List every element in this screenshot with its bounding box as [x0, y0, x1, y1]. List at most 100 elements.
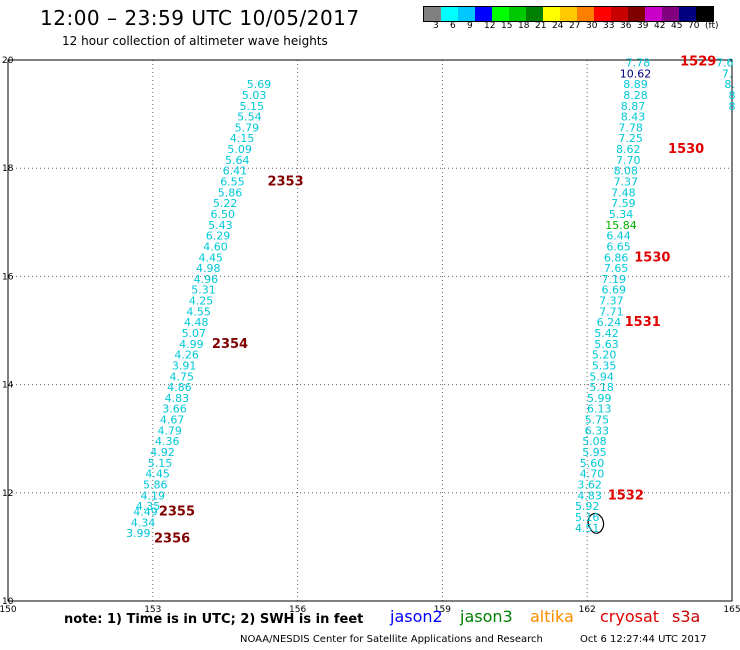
- wave-height-value: 4.67: [160, 414, 185, 427]
- color-swatch: [560, 7, 577, 21]
- wave-height-value: 4.25: [189, 295, 214, 308]
- wave-height-value: 8.43: [621, 111, 646, 124]
- wave-height-value: 3.99: [126, 527, 151, 540]
- color-scale-label: 21: [535, 21, 547, 31]
- satellite-legend-s3a: s3a: [672, 607, 701, 626]
- wave-height-value: 6.55: [220, 176, 245, 189]
- wave-height-value: 7.48: [611, 186, 636, 199]
- wave-height-value: 4.35: [136, 500, 161, 513]
- satellite-legend-jason2: jason2: [390, 607, 443, 626]
- wave-height-value: 5.92: [575, 500, 600, 513]
- wave-height-value: 6.69: [601, 284, 626, 297]
- wave-height-value: 4.26: [174, 349, 199, 362]
- credit-text: NOAA/NESDIS Center for Satellite Applica…: [240, 634, 543, 645]
- satellite-legend-jason3: jason3: [460, 607, 513, 626]
- wave-height-value: 15.84: [605, 219, 637, 232]
- wave-height-value: 4.36: [155, 435, 180, 448]
- wave-height-value: 5.75: [585, 414, 610, 427]
- wave-height-value: 5.99: [587, 392, 612, 405]
- color-swatch: [662, 7, 679, 21]
- wave-height-value: 8.: [724, 78, 735, 91]
- wave-height-value: 5.69: [247, 78, 272, 91]
- wave-height-value: 7.65: [604, 262, 629, 275]
- wave-height-value: 7.37: [614, 176, 639, 189]
- wave-height-value: 4.96: [194, 273, 219, 286]
- wave-height-value: 4.19: [141, 489, 166, 502]
- color-scale-label: 6: [450, 21, 456, 31]
- time-label: 2354: [212, 337, 248, 352]
- wave-height-value: 8.62: [616, 143, 641, 156]
- color-swatch: [628, 7, 645, 21]
- time-label: 1530: [668, 142, 704, 157]
- wave-height-value: 4.83: [165, 392, 190, 405]
- time-label: 1531: [625, 315, 661, 330]
- wave-height-value: 3.66: [162, 403, 187, 416]
- color-scale-label: 18: [518, 21, 530, 31]
- color-swatch: [543, 7, 560, 21]
- color-swatch: [679, 7, 696, 21]
- color-swatch: [424, 7, 441, 21]
- x-tick-label: 156: [289, 605, 306, 615]
- wave-height-value: 8.89: [623, 78, 648, 91]
- footer-note: note: 1) Time is in UTC; 2) SWH is in fe…: [64, 612, 364, 627]
- time-label: 1529: [680, 54, 716, 69]
- wave-height-value: 5.95: [582, 446, 607, 459]
- color-scale-label: 70: [688, 21, 700, 31]
- wave-height-value: 5.86: [143, 478, 168, 491]
- wave-height-value: 8: [729, 89, 736, 102]
- wave-height-value: 7.78: [626, 56, 651, 69]
- color-scale-label: 30: [586, 21, 598, 31]
- time-label: 1532: [608, 488, 644, 503]
- satellite-legend-altika: altika: [530, 607, 574, 626]
- color-swatch: [611, 7, 628, 21]
- color-scale-label: 39: [637, 21, 649, 31]
- color-scale-label: 36: [620, 21, 632, 31]
- wave-height-value: 4.92: [150, 446, 175, 459]
- color-swatch: [475, 7, 492, 21]
- wave-height-value: 6.13: [587, 403, 612, 416]
- wave-height-value: 4.48: [184, 316, 209, 329]
- wave-height-value: 5.42: [594, 327, 619, 340]
- color-scale-label: 15: [501, 21, 513, 31]
- y-tick-label: 10: [2, 597, 14, 607]
- color-scale-label: 24: [552, 21, 564, 31]
- color-swatch: [526, 7, 543, 21]
- wave-height-value: 7.6: [716, 56, 734, 69]
- wave-height-value: 6.41: [223, 165, 248, 178]
- wave-height-value: 4.75: [170, 370, 195, 383]
- wave-height-value: 4.49: [133, 506, 158, 519]
- color-swatch: [696, 7, 713, 21]
- wave-height-value: 7.59: [611, 197, 636, 210]
- wave-height-value: 4.45: [198, 251, 223, 264]
- x-tick-label: 162: [579, 605, 596, 615]
- wave-height-value: 5.60: [580, 457, 605, 470]
- wave-height-value: 4.70: [580, 468, 605, 481]
- satellite-legend-cryosat: cryosat: [600, 607, 660, 626]
- color-scale-label: 33: [603, 21, 615, 31]
- wave-height-value: 7.: [722, 67, 733, 80]
- wave-height-value: 7.70: [616, 154, 641, 167]
- color-swatch: [458, 7, 475, 21]
- wave-height-value: 4.51: [575, 522, 600, 535]
- color-scale-bar: [423, 6, 714, 22]
- wave-height-value: 5.79: [235, 121, 260, 134]
- wave-height-value: 7.71: [599, 305, 624, 318]
- color-swatch: [441, 7, 458, 21]
- wave-height-value: 6.86: [604, 251, 629, 264]
- time-label: 2355: [159, 505, 195, 520]
- wave-height-value: 4.55: [186, 305, 211, 318]
- wave-height-value: 5.31: [191, 284, 216, 297]
- time-label: 1530: [634, 250, 670, 265]
- color-swatch: [645, 7, 662, 21]
- wave-height-value: 10.62: [620, 67, 652, 80]
- color-scale-label: (ft): [705, 21, 719, 31]
- color-scale-label: 12: [484, 21, 496, 31]
- wave-height-value: 4.60: [203, 240, 228, 253]
- map-subtitle: 12 hour collection of altimeter wave hei…: [62, 34, 328, 48]
- x-tick-label: 153: [144, 605, 161, 615]
- wave-height-value: 8.08: [614, 165, 639, 178]
- map-title: 12:00 – 23:59 UTC 10/05/2017: [40, 6, 360, 30]
- x-tick-label: 150: [0, 605, 17, 615]
- island-outline: [587, 512, 605, 534]
